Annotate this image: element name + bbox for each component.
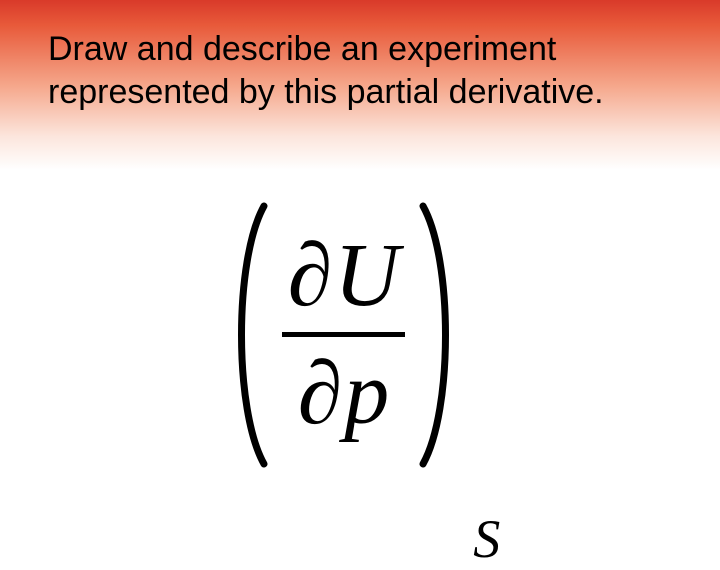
- partial-derivative-equation: ∂U ∂p S: [220, 200, 500, 470]
- partial-symbol-bottom: ∂: [298, 344, 342, 443]
- slide-title: Draw and describe an experiment represen…: [48, 28, 672, 113]
- equation-area: ∂U ∂p S: [0, 200, 720, 470]
- left-paren: [220, 200, 274, 470]
- subscript: S: [473, 508, 500, 570]
- partial-symbol-top: ∂: [288, 226, 332, 325]
- denominator: ∂p: [292, 337, 395, 442]
- denominator-var: p: [344, 344, 389, 443]
- numerator-var: U: [334, 226, 399, 325]
- numerator: ∂U: [282, 229, 405, 332]
- fraction: ∂U ∂p: [282, 229, 405, 441]
- right-paren: [413, 200, 467, 470]
